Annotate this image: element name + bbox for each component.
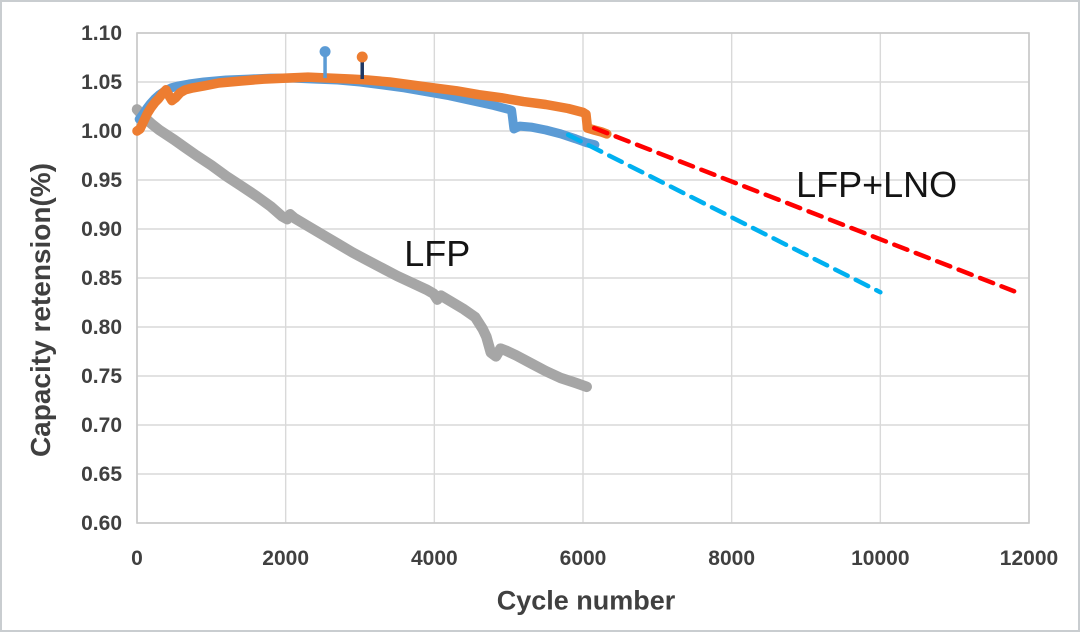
- y-tick-label: 0.90: [81, 218, 122, 241]
- y-tick-label: 0.80: [81, 316, 122, 339]
- y-tick-label: 1.05: [81, 71, 122, 94]
- y-tick-label: 1.00: [81, 120, 122, 143]
- x-tick-label: 4000: [410, 547, 458, 570]
- plot-frame: [136, 32, 1030, 524]
- series-line-lfp: [135, 107, 589, 389]
- y-axis-title: Capacity retension(%): [25, 162, 56, 458]
- y-tick-label: 0.65: [81, 463, 122, 486]
- series-markers-lfp-lno-run2: [132, 72, 612, 139]
- outlier-dot-orange-spike: [356, 51, 368, 63]
- x-axis-title: Cycle number: [496, 585, 676, 616]
- x-tick-label: 12000: [999, 547, 1059, 570]
- x-tick-label: 8000: [708, 547, 756, 570]
- y-tick-label: 1.10: [81, 22, 122, 45]
- y-tick-label: 0.70: [81, 414, 122, 437]
- x-tick-label: 2000: [262, 547, 310, 570]
- annotation-lfp: LFP: [404, 233, 471, 275]
- x-tick-label: 6000: [559, 547, 607, 570]
- y-tick-label: 0.60: [81, 512, 122, 535]
- trendline-lfp-lno-cyan: [565, 132, 883, 295]
- y-tick-label: 0.85: [81, 267, 122, 290]
- series-markers-lfp: [131, 104, 592, 393]
- x-tick-label: 0: [131, 547, 143, 570]
- x-tick-label: 10000: [851, 547, 910, 570]
- annotation-lfp-lno: LFP+LNO: [796, 163, 958, 205]
- y-tick-label: 0.75: [81, 365, 122, 388]
- y-tick-label: 0.95: [81, 169, 122, 192]
- outlier-dot-blue-spike: [319, 46, 331, 58]
- trendline-lfp-lno-red: [591, 125, 1017, 294]
